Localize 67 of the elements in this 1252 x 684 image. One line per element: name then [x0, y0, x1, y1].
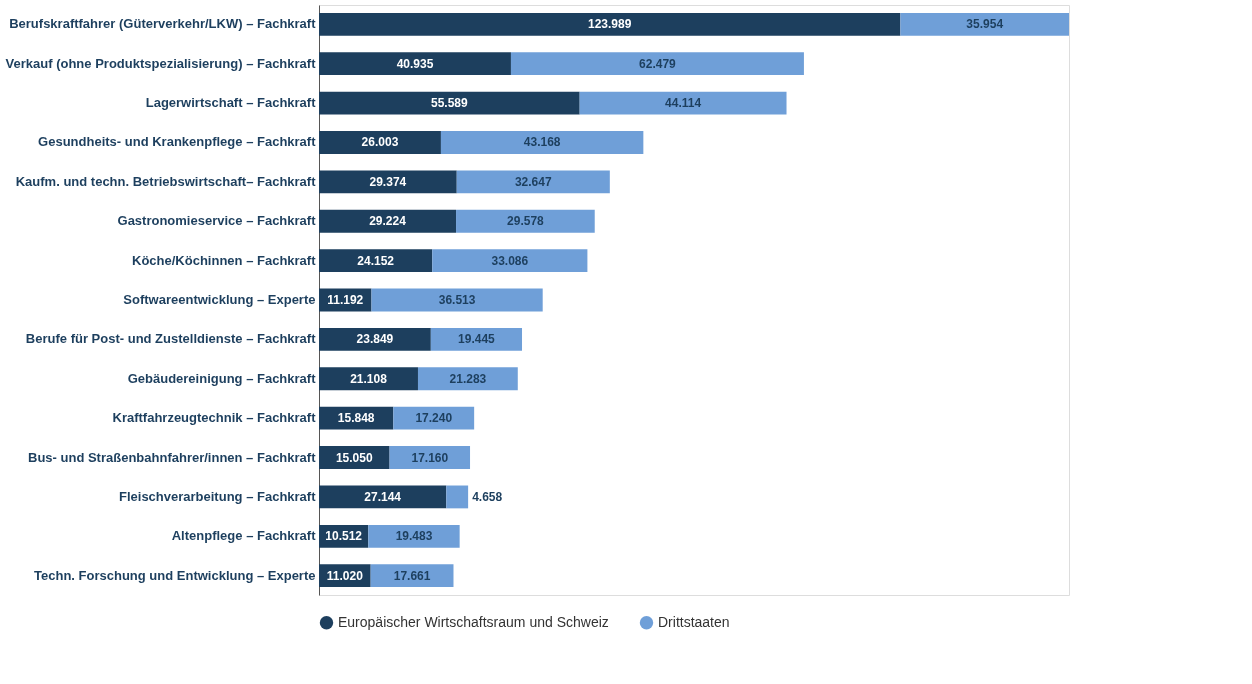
data-label: 55.589 [430, 96, 469, 111]
data-label: 40.935 [396, 56, 434, 71]
data-label: 29.224 [369, 214, 407, 229]
y-tick-label: Kaufm. und techn. Betriebswirtschaft– Fachkraft [15, 173, 317, 189]
data-label: 24.152 [357, 253, 395, 268]
data-label: 17.661 [393, 568, 431, 583]
bar [900, 12, 1069, 36]
y-tick-label: Gastronomieservice – Fachkraft [117, 213, 317, 229]
y-tick-label: Gebäudereinigung – Fachkraft [127, 370, 317, 386]
data-label: 15.848 [337, 411, 375, 426]
bar [510, 52, 804, 76]
bar [319, 367, 418, 391]
legend-label: Drittstaaten [658, 613, 730, 630]
data-label: 4.658 [472, 489, 503, 504]
data-label: 21.283 [449, 371, 487, 386]
data-label: 29.374 [369, 174, 407, 189]
data-label: 11.020 [326, 568, 364, 583]
y-tick-label: Fleischverarbeitung – Fachkraft [118, 488, 317, 504]
data-label: 35.954 [966, 17, 1004, 32]
data-label: 15.050 [335, 450, 373, 465]
bar [319, 249, 433, 273]
y-tick-label: Bus- und Straßenbahnfahrer/innen – Fachkraft [28, 449, 317, 465]
bar [319, 91, 580, 115]
y-tick-label: Softwareentwicklung – Experte [123, 292, 316, 307]
y-tick-label: Berufskraftfahrer (Güterverkehr/LKW) – Fachkraft [9, 16, 317, 32]
bar [456, 209, 595, 233]
data-label: 33.086 [491, 253, 529, 268]
bar [579, 91, 787, 115]
legend-label: Europäischer Wirtschaftsraum und Schweiz [338, 613, 609, 630]
data-label: 19.445 [458, 332, 496, 347]
y-tick-label: Verkauf (ohne Produktspezialisierung) – Fachkraft [5, 55, 317, 71]
y-tick-label: Techn. Forschung und Entwicklung – Experte [34, 567, 316, 583]
data-label: 17.240 [415, 411, 453, 426]
y-tick-label: Köche/Köchinnen – Fachkraft [132, 252, 317, 268]
data-label: 21.108 [350, 371, 388, 386]
y-tick-label: Gesundheits- und Krankenpflege – Fachkraft [38, 134, 317, 150]
bar [319, 12, 901, 36]
data-label: 10.512 [325, 529, 363, 544]
y-tick-label: Kraftfahrzeugtechnik – Fachkraft [112, 410, 317, 426]
data-label: 11.192 [327, 293, 364, 307]
bar [371, 288, 543, 312]
bar [446, 485, 469, 509]
bar [417, 367, 518, 391]
bar [368, 524, 460, 548]
bar [319, 131, 441, 154]
data-label: 44.114 [665, 96, 702, 111]
bar [319, 209, 457, 233]
data-label: 29.578 [507, 214, 545, 229]
data-label: 23.849 [356, 332, 394, 347]
bar [456, 170, 610, 194]
data-label: 62.479 [639, 56, 677, 71]
y-tick-label: Berufe für Post- und Zustelldienste – Fachkraft [25, 331, 317, 347]
data-label: 17.160 [411, 450, 449, 465]
bar [319, 327, 431, 351]
y-tick-label: Altenpflege – Fachkraft [171, 528, 317, 544]
y-tick-label: Lagerwirtschaft – Fachkraft [145, 95, 317, 111]
bar [440, 131, 644, 154]
data-label: 19.483 [395, 529, 433, 544]
data-label: 32.647 [514, 174, 552, 189]
bar [432, 249, 588, 273]
bar [319, 170, 457, 194]
data-label: 26.003 [361, 135, 399, 150]
data-label: 36.513 [438, 293, 476, 307]
data-label: 123.989 [588, 17, 632, 32]
data-label: 27.144 [364, 489, 402, 504]
bar [319, 52, 511, 76]
data-label: 43.168 [523, 135, 561, 150]
